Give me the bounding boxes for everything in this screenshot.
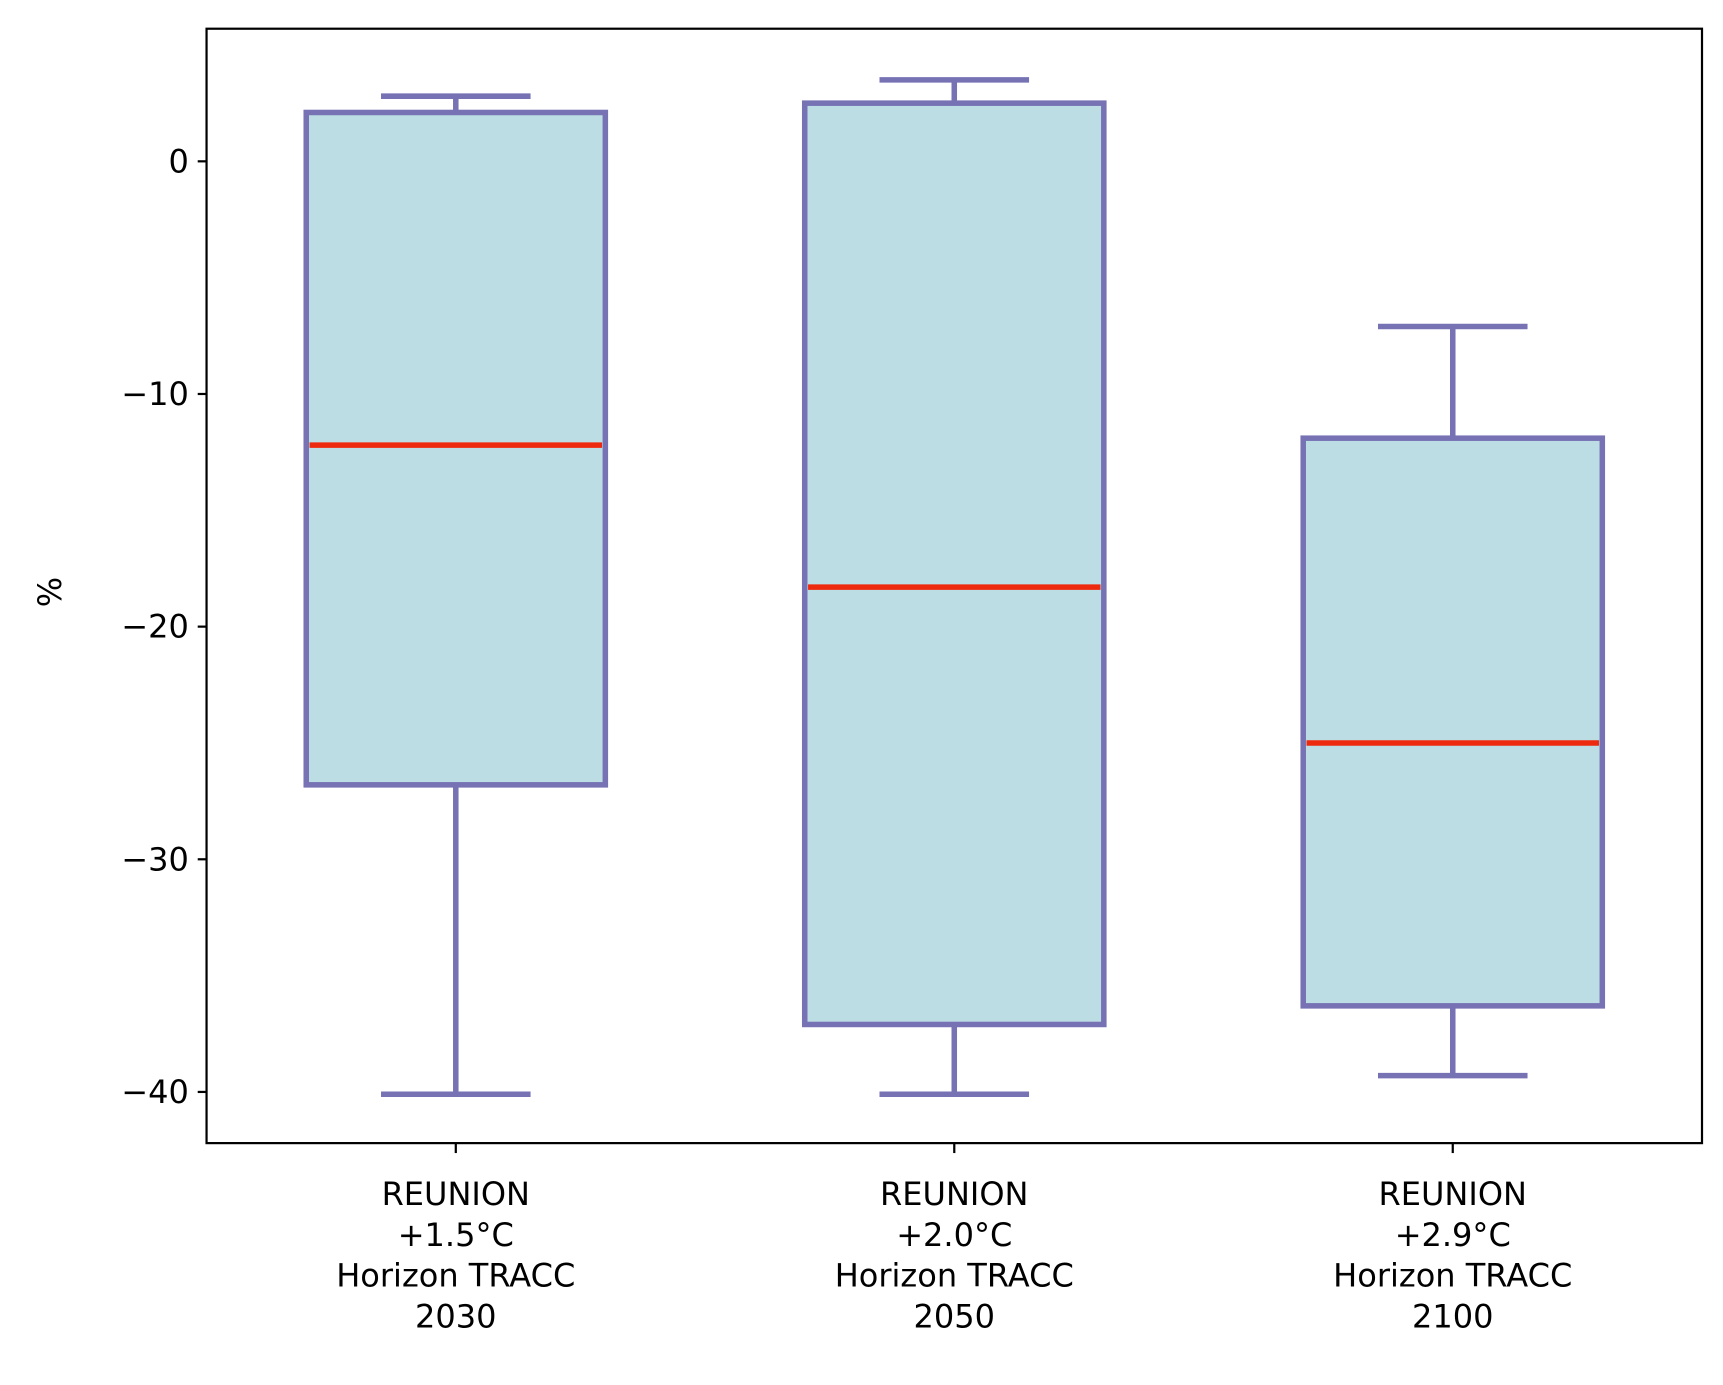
y-tick-label: −30: [121, 840, 189, 878]
x-tick-label-line: Horizon TRACC: [835, 1257, 1074, 1295]
y-axis-label: %: [31, 577, 69, 607]
box-3: [1300, 323, 1606, 1079]
y-axis: 0 −10 −20 −30 −40: [121, 142, 207, 1111]
x-tick-label-line: 2100: [1412, 1298, 1493, 1336]
x-tick-label: REUNION +2.0°C Horizon TRACC 2050: [835, 1175, 1074, 1336]
x-tick-label-line: +2.0°C: [896, 1216, 1012, 1254]
box-iqr: [1300, 435, 1606, 1009]
x-tick-label-line: Horizon TRACC: [336, 1257, 575, 1295]
box-iqr: [801, 100, 1107, 1028]
plot-marks: [303, 77, 1606, 1098]
y-tick-label: −20: [121, 608, 189, 646]
y-tick-label: −40: [121, 1073, 189, 1111]
x-tick-label-line: REUNION: [1379, 1175, 1527, 1213]
y-tick-label: −10: [121, 375, 189, 413]
x-tick-label-line: +2.9°C: [1395, 1216, 1511, 1254]
x-tick-label-line: Horizon TRACC: [1333, 1257, 1572, 1295]
x-tick-label-line: REUNION: [880, 1175, 1028, 1213]
x-tick-label: REUNION +2.9°C Horizon TRACC 2100: [1333, 1175, 1572, 1336]
x-tick-label-line: 2050: [914, 1298, 995, 1336]
x-tick-label-line: 2030: [415, 1298, 496, 1336]
box-1: [303, 93, 609, 1098]
box-iqr: [303, 109, 609, 788]
box-2: [801, 77, 1107, 1098]
x-tick-label: REUNION +1.5°C Horizon TRACC 2030: [336, 1175, 575, 1336]
x-tick-label-line: +1.5°C: [398, 1216, 514, 1254]
x-tick-label-line: REUNION: [382, 1175, 530, 1213]
y-tick-label: 0: [169, 142, 189, 180]
